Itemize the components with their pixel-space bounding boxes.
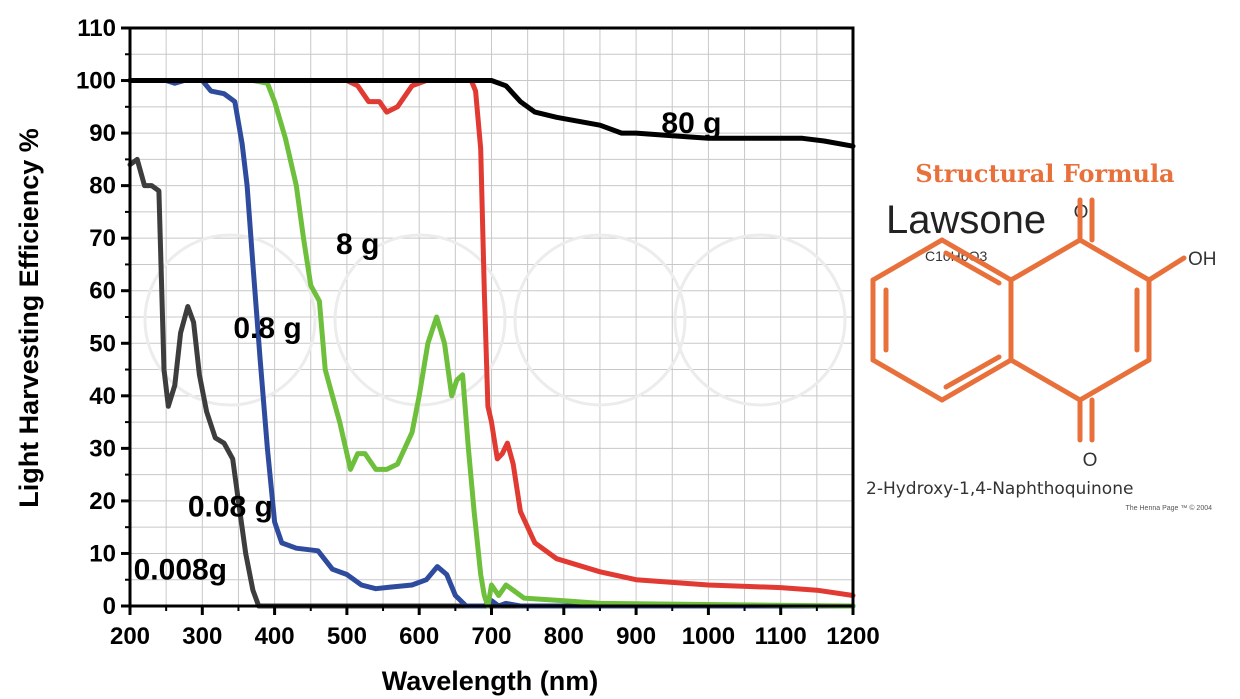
chart-series <box>127 78 856 609</box>
y-tick-label: 20 <box>89 488 116 515</box>
carbonyl-oxygen-bottom: O <box>1083 450 1098 471</box>
watermark <box>143 233 847 407</box>
iupac-name: 2-Hydroxy-1,4-Naphthoquinone <box>866 479 1133 499</box>
y-tick-label: 30 <box>89 435 116 462</box>
x-tick-labels: 200 300 400 500 600 700 800 900 1000 1100 1200 <box>110 623 880 650</box>
watermark-ring <box>333 233 507 407</box>
series-line-2 <box>127 78 856 609</box>
chart-plot: 200 300 400 500 600 700 800 900 1000 1100 1200 0 10… <box>76 15 880 650</box>
hydroxyl-group: OH <box>1188 249 1217 270</box>
y-tick-label: 90 <box>89 120 116 147</box>
series-line-3 <box>127 78 856 598</box>
compound-name: Lawsone <box>886 198 1046 242</box>
x-tick-label: 400 <box>255 623 295 650</box>
bond <box>1077 237 1152 283</box>
chart-ticks <box>121 26 855 615</box>
series-line-0 <box>127 156 856 609</box>
structural-formula-panel: Structural Formula Lawsone C10H6O3 O OH … <box>862 150 1222 515</box>
bond <box>943 354 1002 390</box>
y-tick-label: 60 <box>89 278 116 305</box>
x-tick-label: 1200 <box>826 623 879 650</box>
bond <box>1146 255 1187 283</box>
x-tick-label: 200 <box>110 623 150 650</box>
bond <box>939 237 1014 283</box>
watermark-ring <box>673 233 847 407</box>
image-credit: The Henna Page ™ © 2004 <box>1126 504 1213 512</box>
y-tick-label: 80 <box>89 173 116 200</box>
structure-title: Structural Formula <box>915 159 1174 188</box>
x-axis-title: Wavelength (nm) <box>382 666 599 696</box>
bond <box>1008 357 1083 403</box>
y-tick-label: 110 <box>77 15 116 42</box>
bond <box>939 357 1014 403</box>
x-tick-label: 1100 <box>755 623 807 650</box>
x-tick-label: 300 <box>182 623 222 650</box>
y-tick-label: 0 <box>103 593 116 620</box>
series-label-1: 0.08 g <box>188 491 273 524</box>
bond <box>1008 237 1083 283</box>
y-tick-label: 70 <box>89 225 116 252</box>
series-label-4: 80 g <box>661 107 721 140</box>
series-labels: 0.008g 0.08 g 0.8 g 8 g 80 g <box>134 107 722 587</box>
bond <box>870 237 945 283</box>
y-tick-label: 10 <box>89 540 116 567</box>
x-tick-label: 1000 <box>682 623 735 650</box>
molecule-bonds <box>870 197 1187 443</box>
x-tick-label: 600 <box>399 623 439 650</box>
watermark-ring <box>513 233 687 407</box>
y-tick-label: 50 <box>89 330 116 357</box>
chart-grid <box>130 28 853 606</box>
series-label-0: 0.008g <box>134 554 227 587</box>
series-line-4 <box>127 78 856 149</box>
x-tick-label: 800 <box>544 623 584 650</box>
x-tick-label: 900 <box>616 623 656 650</box>
bond <box>943 250 1002 286</box>
series-label-2: 0.8 g <box>233 312 301 345</box>
y-tick-label: 100 <box>76 68 116 95</box>
structure-background <box>862 150 1222 515</box>
bond <box>870 357 945 403</box>
x-tick-label: 500 <box>327 623 367 650</box>
x-tick-label: 700 <box>471 623 511 650</box>
series-label-3: 8 g <box>336 228 379 261</box>
y-axis-title: Light Harvesting Efficiency % <box>14 128 44 508</box>
bond <box>1077 357 1152 403</box>
watermark-ring <box>143 233 317 407</box>
y-tick-label: 40 <box>89 383 116 410</box>
y-tick-labels: 0 10 20 30 40 50 60 70 80 90 100 110 <box>76 15 116 620</box>
